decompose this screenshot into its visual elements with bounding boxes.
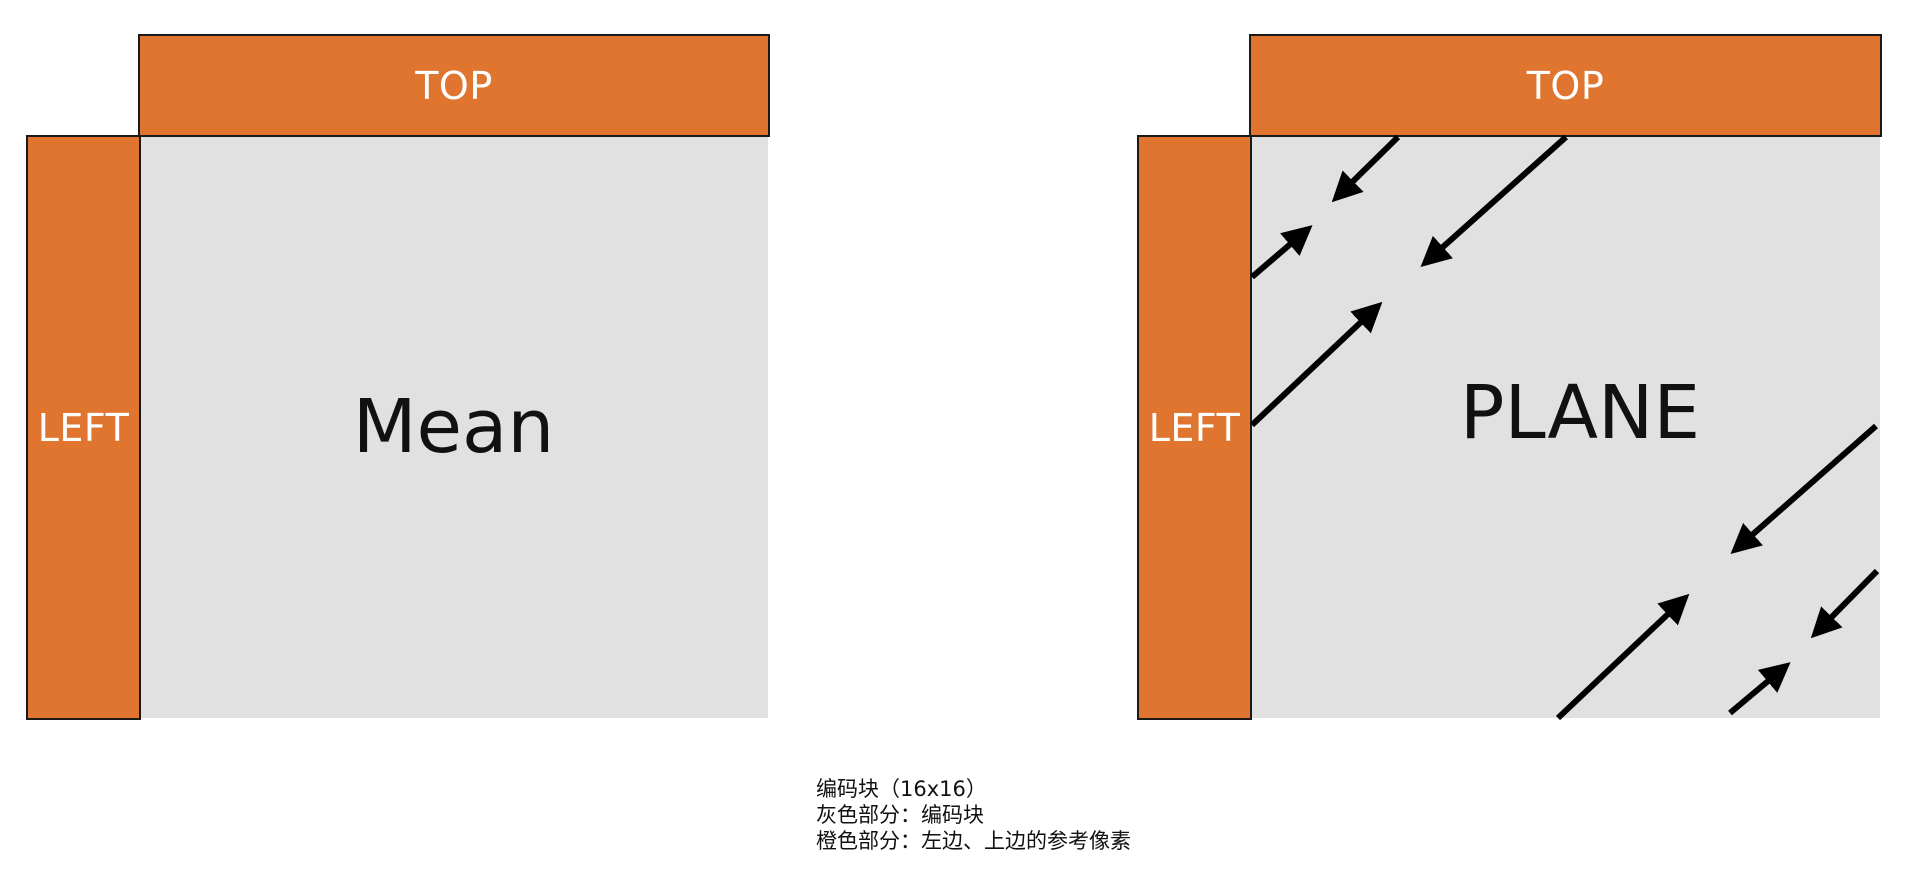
top-reference-pixels: TOP: [1249, 34, 1882, 137]
arrow-top-short: [1331, 134, 1401, 203]
left-label: LEFT: [1148, 405, 1241, 450]
mean-diagram: TOP LEFT Mean: [0, 0, 960, 740]
top-reference-pixels: TOP: [138, 34, 770, 137]
left-reference-pixels: LEFT: [1137, 135, 1252, 720]
arrow-right-short: [1810, 568, 1880, 639]
left-label: LEFT: [37, 405, 130, 450]
coding-block: [1250, 135, 1880, 718]
caption-line-3: 橙色部分：左边、上边的参考像素: [816, 829, 1131, 853]
caption: 编码块（16x16） 灰色部分：编码块 橙色部分：左边、上边的参考像素: [816, 776, 1131, 854]
left-reference-pixels: LEFT: [26, 135, 141, 720]
plane-diagram: TOP LEFT PLANE: [0, 0, 1882, 740]
caption-line-2: 灰色部分：编码块: [816, 803, 984, 827]
arrow-top-long: [1420, 134, 1568, 267]
arrow-left-short: [1250, 225, 1313, 280]
arrow-left-long: [1249, 301, 1383, 428]
arrow-right-long: [1730, 423, 1878, 554]
caption-line-1: 编码块（16x16）: [816, 777, 987, 801]
arrow-bottom-long: [1555, 593, 1690, 721]
arrow-bottom-short: [1728, 662, 1791, 716]
coding-block: [139, 135, 768, 718]
top-label: TOP: [1526, 63, 1605, 108]
top-label: TOP: [415, 63, 493, 108]
plane-label: PLANE: [1459, 370, 1701, 456]
mean-label: Mean: [352, 384, 555, 470]
